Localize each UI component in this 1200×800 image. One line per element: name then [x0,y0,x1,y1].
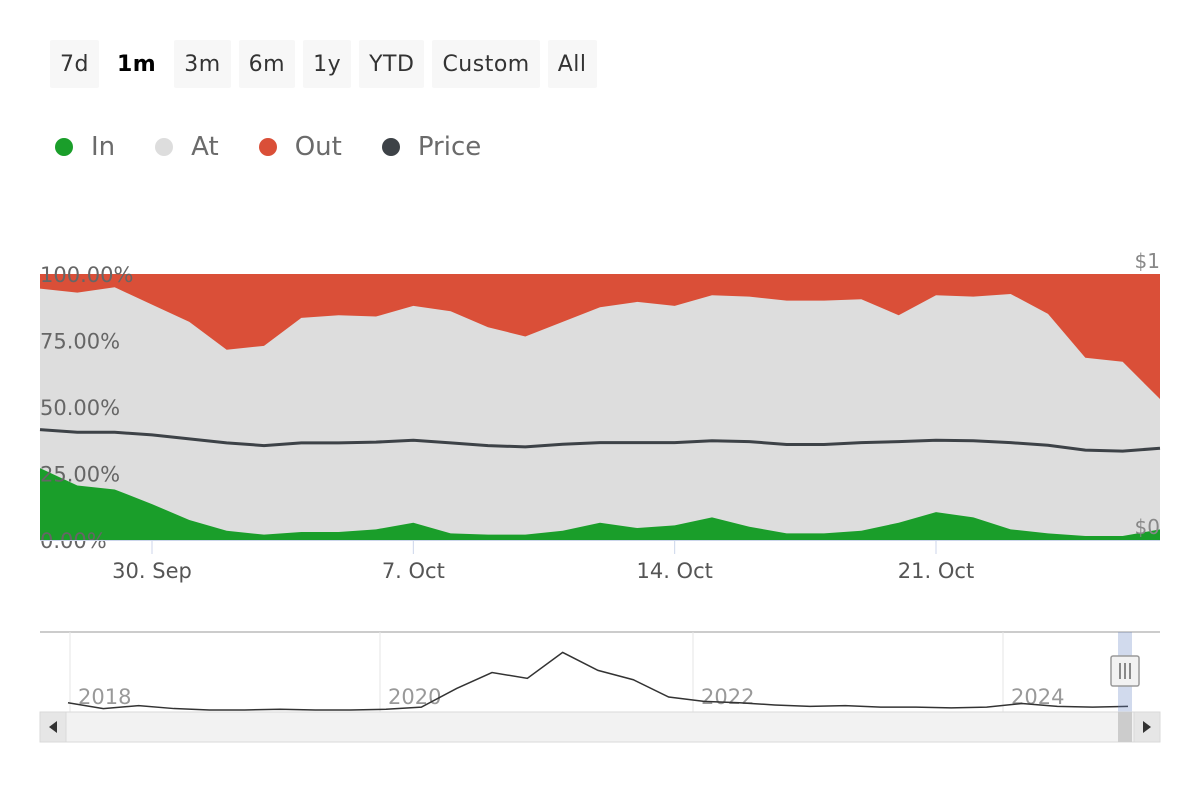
y-tick-label: 50.00% [40,396,120,420]
navigator-price-line [67,651,1129,711]
legend-label: Out [294,132,342,162]
scroll-right-button[interactable] [1133,711,1161,743]
legend-label: Price [417,132,482,162]
navigator: 2018 2020 2022 2024 [39,631,1161,743]
legend-item-price[interactable]: Price [381,132,482,162]
legend: In At Out Price [55,132,481,162]
legend-label: In [91,132,116,162]
range-selector: 7d 1m 3m 6m 1y YTD Custom All [50,40,597,88]
axes: 0.00%25.00%50.00%75.00%100.00%$0$130. Se… [40,249,1160,583]
legend-marker-in [55,138,73,156]
x-tick-label: 7. Oct [382,559,445,583]
x-tick-label: 21. Oct [898,559,974,583]
arrow-left-icon [49,721,57,733]
price-line [39,428,1161,453]
range-button-all[interactable]: All [547,40,597,88]
range-button-1y[interactable]: 1y [303,40,352,88]
y-tick-label: 75.00% [40,330,120,354]
range-button-7d[interactable]: 7d [50,40,99,88]
legend-item-in[interactable]: In [55,132,115,162]
area-in [40,468,1160,540]
navigator-handle[interactable] [1110,655,1140,687]
y-right-tick-label: $1 [1135,249,1160,273]
x-tick-label: 14. Oct [636,559,712,583]
y-tick-label: 100.00% [40,263,133,287]
y-tick-label: 25.00% [40,463,120,487]
legend-marker-out [258,138,277,156]
y-right-tick-label: $0 [1135,515,1160,539]
main-plot [39,274,1161,540]
range-button-ytd[interactable]: YTD [359,40,425,88]
arrow-right-icon [1143,721,1151,733]
range-button-3m[interactable]: 3m [174,40,231,88]
legend-marker-price [381,138,400,156]
range-button-6m[interactable]: 6m [238,40,296,88]
legend-label: At [191,132,219,162]
range-button-1m[interactable]: 1m [106,40,167,88]
scroll-left-button[interactable] [39,711,67,743]
legend-item-at[interactable]: At [155,132,219,162]
navigator-year-label: 2020 [388,685,441,709]
area-out [40,274,1160,400]
legend-item-out[interactable]: Out [258,132,342,162]
range-button-custom[interactable]: Custom [432,40,540,88]
legend-marker-at [155,138,174,156]
navigator-year-label: 2018 [78,685,131,709]
scrollbar-track[interactable] [39,711,1161,743]
navigator-year-label: 2022 [701,685,754,709]
scrollbar-thumb[interactable] [1118,712,1132,742]
x-tick-label: 30. Sep [112,559,192,583]
